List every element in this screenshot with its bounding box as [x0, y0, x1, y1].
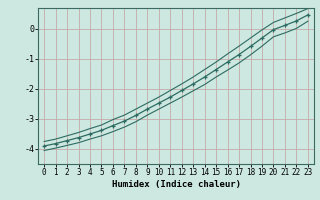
X-axis label: Humidex (Indice chaleur): Humidex (Indice chaleur): [111, 180, 241, 189]
